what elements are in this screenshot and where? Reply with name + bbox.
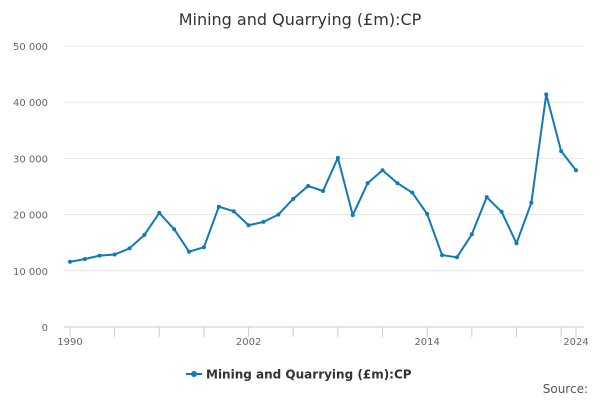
data-point bbox=[410, 190, 415, 195]
data-point bbox=[499, 209, 504, 214]
y-tick-label: 20 000 bbox=[13, 211, 48, 222]
data-point bbox=[82, 256, 87, 261]
x-tick-label: 2002 bbox=[236, 337, 261, 348]
y-tick-label: 50 000 bbox=[13, 42, 48, 53]
data-point bbox=[425, 212, 430, 217]
data-point bbox=[574, 168, 578, 173]
data-point bbox=[306, 183, 311, 188]
x-tick-label: 1990 bbox=[57, 337, 82, 348]
legend[interactable]: Mining and Quarrying (£m):CP bbox=[186, 368, 412, 382]
series-line bbox=[69, 93, 577, 263]
data-point bbox=[469, 232, 474, 237]
data-point bbox=[97, 253, 102, 258]
data-point bbox=[157, 210, 162, 215]
data-point bbox=[261, 219, 266, 224]
data-point bbox=[321, 188, 325, 193]
source-label: Source: bbox=[543, 382, 588, 396]
data-point bbox=[380, 168, 385, 173]
y-tick-label: 10 000 bbox=[13, 267, 48, 278]
x-tick-label: 2024 bbox=[563, 337, 588, 348]
chart-title: Mining and Quarrying (£m):CP bbox=[179, 10, 422, 29]
data-point bbox=[559, 149, 564, 154]
y-axis-ticks: 0 10 000 20 000 30 000 40 000 50 000 bbox=[13, 42, 48, 334]
data-point bbox=[112, 252, 117, 257]
data-point bbox=[172, 227, 177, 232]
data-point bbox=[335, 155, 340, 160]
data-point bbox=[544, 92, 549, 97]
legend-label: Mining and Quarrying (£m):CP bbox=[206, 368, 412, 382]
data-point bbox=[246, 223, 251, 228]
y-tick-label: 30 000 bbox=[13, 154, 48, 165]
data-point bbox=[350, 213, 355, 218]
data-point bbox=[276, 212, 281, 217]
x-axis: 1990 2002 2014 2024 bbox=[57, 326, 589, 348]
x-tick-label: 2014 bbox=[414, 337, 439, 348]
data-point bbox=[68, 259, 72, 264]
data-point bbox=[142, 232, 147, 237]
y-tick-label: 40 000 bbox=[13, 98, 48, 109]
data-point bbox=[514, 241, 519, 246]
data-point bbox=[529, 200, 534, 205]
data-point bbox=[291, 196, 296, 201]
data-point bbox=[187, 249, 192, 254]
data-point bbox=[484, 195, 489, 200]
data-point bbox=[201, 245, 206, 250]
data-point bbox=[454, 255, 459, 260]
series-group bbox=[68, 92, 578, 264]
legend-marker bbox=[191, 371, 197, 377]
y-tick-label: 0 bbox=[42, 323, 48, 334]
data-point bbox=[231, 209, 236, 214]
data-point bbox=[440, 253, 445, 258]
data-point bbox=[216, 204, 221, 209]
data-point bbox=[127, 246, 132, 251]
gridlines bbox=[64, 45, 584, 272]
data-point bbox=[395, 181, 400, 186]
data-point bbox=[365, 181, 370, 186]
